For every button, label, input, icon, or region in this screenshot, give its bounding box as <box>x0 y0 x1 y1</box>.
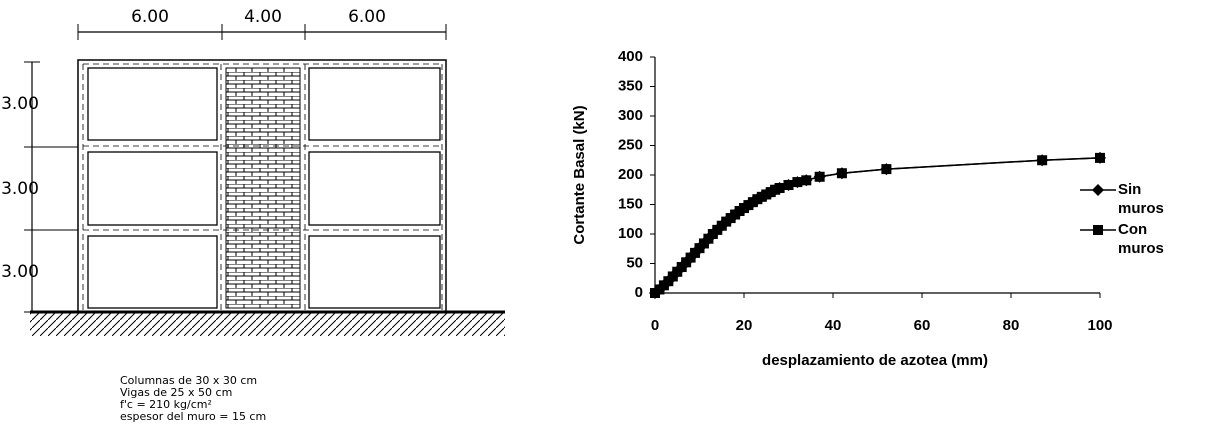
y-axis-title: Cortante Basal (kN) <box>571 105 588 244</box>
y-tick-label: 0 <box>635 284 643 301</box>
x-tick-label: 20 <box>736 317 753 334</box>
x-tick-label: 80 <box>1003 317 1020 334</box>
point <box>783 180 794 191</box>
legend-label: Sin muros <box>1118 181 1164 217</box>
point <box>1095 152 1105 163</box>
note: Vigas de 25 x 50 cm <box>120 386 232 399</box>
span-label: 6.00 <box>348 7 386 27</box>
note: espesor del muro = 15 cm <box>120 410 266 423</box>
note: f'c = 210 kg/cm² <box>120 398 212 411</box>
x-axis-title: desplazamiento de azotea (mm) <box>762 352 988 369</box>
centerlines <box>82 63 443 312</box>
point <box>814 171 825 182</box>
height-label: 3.00 <box>1 262 39 282</box>
y-tick-label: 350 <box>618 77 643 94</box>
note: Columnas de 30 x 30 cm <box>120 374 257 387</box>
y-tick-label: 50 <box>626 254 643 271</box>
legend-label: Con muros <box>1118 221 1164 257</box>
x-tick-label: 60 <box>914 317 931 334</box>
frame-diagram <box>24 24 505 336</box>
span-label: 4.00 <box>244 7 282 27</box>
legend-marker <box>1093 225 1103 235</box>
point <box>792 177 803 188</box>
dim-ticks <box>77 24 447 40</box>
bays <box>87 67 441 309</box>
span-label: 6.00 <box>131 7 169 27</box>
point <box>801 175 812 186</box>
dim-ticks <box>24 61 78 313</box>
height-label: 3.00 <box>1 94 39 114</box>
point <box>774 182 785 193</box>
x-tick-label: 0 <box>651 317 659 334</box>
x-tick-label: 40 <box>825 317 842 334</box>
point <box>881 164 892 175</box>
ground-hatch <box>30 312 505 336</box>
y-tick-label: 100 <box>618 225 643 242</box>
y-tick-label: 150 <box>618 195 643 212</box>
y-tick-label: 400 <box>618 48 643 65</box>
legend-marker <box>1092 184 1104 196</box>
y-tick-label: 300 <box>618 107 643 124</box>
y-tick-label: 250 <box>618 136 643 153</box>
point <box>1037 155 1048 166</box>
y-tick-label: 200 <box>618 166 643 183</box>
point <box>836 168 847 179</box>
x-tick-label: 100 <box>1087 317 1112 334</box>
masonry-wall <box>225 67 301 309</box>
height-label: 3.00 <box>1 179 39 199</box>
